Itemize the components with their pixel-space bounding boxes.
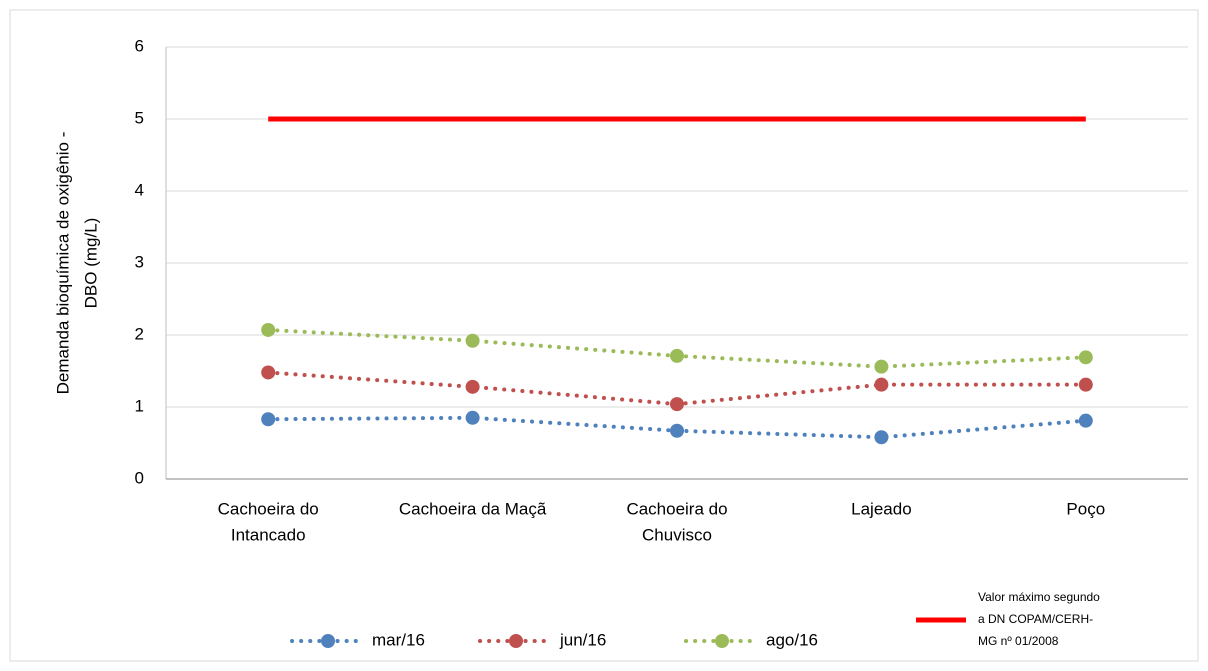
data-point bbox=[261, 412, 276, 427]
legend-marker bbox=[715, 634, 729, 648]
legend-marker bbox=[509, 634, 523, 648]
y-tick-label: 5 bbox=[135, 108, 144, 127]
data-point bbox=[261, 365, 276, 380]
y-axis-title: DBO (mg/L) bbox=[81, 218, 100, 309]
x-tick-label: Intancado bbox=[231, 525, 306, 544]
x-tick-label: Chuvisco bbox=[642, 525, 712, 544]
x-tick-label: Cachoeira do bbox=[218, 499, 319, 518]
data-point bbox=[670, 423, 684, 438]
legend-label: mar/16 bbox=[372, 630, 425, 649]
x-tick-label: Cachoeira da Maçã bbox=[399, 499, 547, 518]
data-point bbox=[874, 430, 889, 445]
y-tick-label: 0 bbox=[135, 468, 144, 487]
y-tick-label: 6 bbox=[135, 36, 144, 55]
data-point bbox=[465, 379, 480, 394]
legend-label: Valor máximo segundo a DN COPAM/CERH-MG … bbox=[978, 590, 1100, 648]
legend-label: jun/16 bbox=[559, 630, 606, 649]
y-tick-label: 4 bbox=[135, 180, 144, 199]
data-point bbox=[670, 397, 684, 412]
data-point bbox=[1078, 413, 1093, 428]
y-tick-label: 3 bbox=[135, 252, 144, 271]
y-tick-label: 2 bbox=[135, 324, 144, 343]
data-point bbox=[465, 410, 480, 425]
data-point bbox=[874, 377, 889, 392]
data-point bbox=[1078, 350, 1093, 365]
x-tick-label: Cachoeira do bbox=[626, 499, 727, 518]
data-point bbox=[1078, 377, 1093, 392]
data-point bbox=[261, 322, 276, 337]
x-tick-label: Poço bbox=[1066, 499, 1105, 518]
x-tick-label: Lajeado bbox=[851, 499, 912, 518]
data-point bbox=[670, 348, 684, 363]
data-point bbox=[465, 333, 480, 348]
legend-marker bbox=[321, 634, 335, 648]
data-point bbox=[874, 359, 889, 374]
legend-label: ago/16 bbox=[766, 630, 818, 649]
y-axis-title: Demanda bioquímica de oxigênio - bbox=[53, 132, 72, 395]
y-tick-label: 1 bbox=[135, 396, 144, 415]
